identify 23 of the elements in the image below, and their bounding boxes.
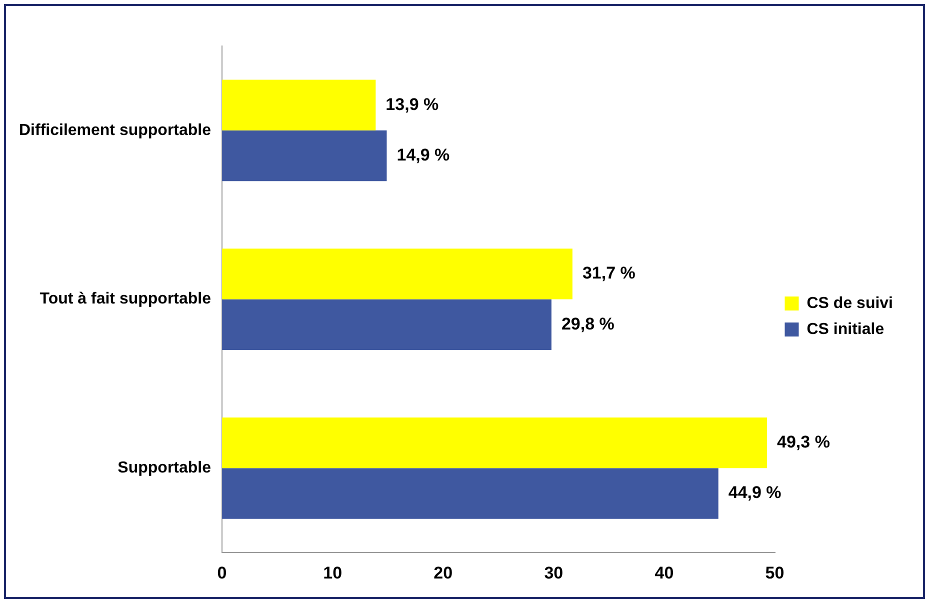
x-tick-label: 0 xyxy=(217,563,227,582)
y-tick-label: Tout à fait supportable xyxy=(40,290,212,308)
legend-label: CS initiale xyxy=(806,320,884,338)
y-tick-label: Supportable xyxy=(118,460,212,477)
bar xyxy=(222,80,376,130)
x-tick-label: 20 xyxy=(434,563,453,582)
x-tick-label: 10 xyxy=(323,563,342,582)
data-label: 14,9 % xyxy=(396,145,450,164)
bar xyxy=(222,418,768,468)
bar xyxy=(222,248,572,300)
x-tick-label: 40 xyxy=(654,563,674,582)
legend-label: CS de suivi xyxy=(806,294,893,312)
x-tick-label: 30 xyxy=(544,563,564,582)
bar xyxy=(222,468,718,519)
data-label: 13,9 % xyxy=(386,94,439,114)
data-label: 31,7 % xyxy=(582,264,636,283)
bar xyxy=(222,130,387,182)
y-tick-label: Difficilement supportable xyxy=(18,122,212,139)
data-label: 49,3 % xyxy=(777,432,830,452)
data-label: 44,9 % xyxy=(728,483,782,502)
bar xyxy=(222,299,552,350)
x-tick-label: 50 xyxy=(765,563,784,582)
data-label: 29,8 % xyxy=(561,314,614,334)
